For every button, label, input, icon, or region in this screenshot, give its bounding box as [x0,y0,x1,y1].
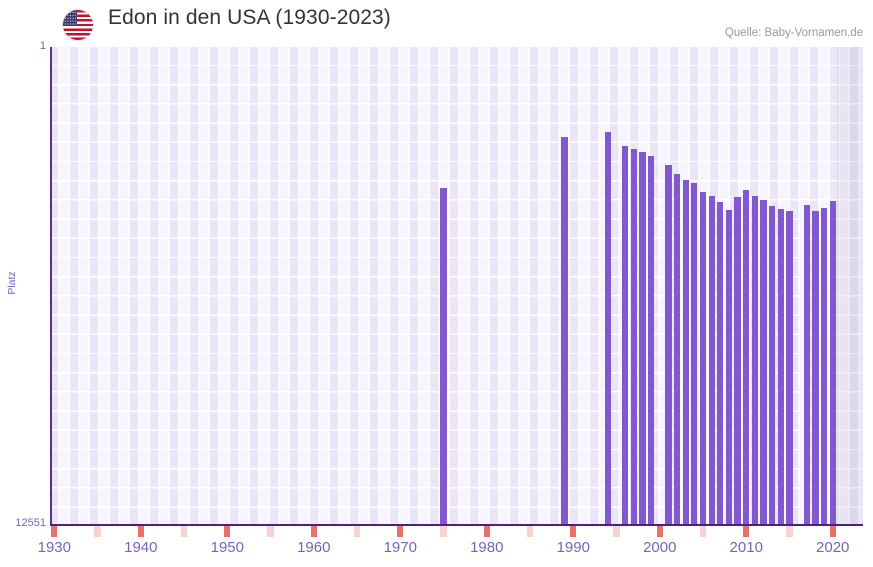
bar-1999[interactable] [647,155,655,524]
bar-2013[interactable] [769,205,776,524]
x-axis-label-1970: 1970 [383,539,417,556]
bar-1975[interactable] [440,187,447,524]
x-axis-tick-strip [50,526,863,537]
bar-2020[interactable] [829,200,836,524]
bar-2014[interactable] [777,208,784,524]
bar-2019[interactable] [820,208,828,524]
x-tick-2015 [786,526,793,537]
us-flag-icon [63,10,93,40]
bar-1997[interactable] [630,148,637,524]
bar-2017[interactable] [803,204,810,524]
x-axis-label-2020: 2020 [816,539,850,556]
x-tick-1965 [353,526,361,537]
x-tick-1935 [94,526,101,537]
x-axis-labels: 1930 1940 1950 1960 1970 1980 1990 2000 2010 2020 [0,539,873,567]
y-axis-top-label: 1 [39,40,46,52]
y-axis-line [50,47,52,524]
bar-1994[interactable] [604,131,611,524]
bar-2004[interactable] [691,183,698,524]
x-axis-label-1960: 1960 [297,539,331,556]
x-tick-1980 [483,526,490,537]
x-axis-label-1990: 1990 [556,539,590,556]
plot-area [50,47,863,526]
x-tick-2005 [699,526,707,537]
x-tick-1975 [440,526,447,537]
bar-2005[interactable] [699,191,707,524]
x-tick-2020 [829,526,836,537]
x-tick-1970 [397,526,404,537]
x-tick-1955 [267,526,274,537]
page-title: Edon in den USA (1930-2023) [108,6,391,29]
grid-horizontal [50,47,863,524]
no-data-region [837,47,863,524]
bar-2002[interactable] [673,173,681,524]
x-tick-2000 [656,526,663,537]
bar-1989[interactable] [561,136,568,524]
x-tick-1930 [51,526,58,537]
bar-1998[interactable] [639,151,646,524]
chart-header: Edon in den USA (1930-2023) Quelle: Baby… [0,0,873,47]
x-axis-line [50,524,863,526]
bar-2003[interactable] [682,180,689,524]
x-axis-label-1940: 1940 [124,539,158,556]
bar-2015[interactable] [786,210,793,524]
x-axis-label-1950: 1950 [210,539,244,556]
bar-2018[interactable] [812,211,819,524]
x-tick-1990 [570,526,577,537]
x-tick-1960 [310,526,317,537]
y-axis-title: Platz [6,271,18,295]
x-axis-label-2000: 2000 [643,539,677,556]
bar-2012[interactable] [760,200,767,524]
source-note: Quelle: Baby-Vornamen.de [724,27,863,39]
x-tick-1985 [526,526,534,537]
bar-2011[interactable] [751,196,758,524]
bar-1996[interactable] [622,146,629,524]
x-tick-1945 [180,526,188,537]
x-axis-label-2010: 2010 [729,539,763,556]
x-axis-label-1930: 1930 [37,539,71,556]
x-tick-1995 [613,526,620,537]
bar-2008[interactable] [725,210,733,524]
bar-2001[interactable] [665,164,672,524]
x-tick-2010 [743,526,750,537]
bar-2010[interactable] [743,189,750,524]
x-tick-1950 [224,526,231,537]
bar-2009[interactable] [734,197,741,524]
x-axis-label-1980: 1980 [470,539,504,556]
x-tick-1940 [137,526,144,537]
y-axis-bottom-label: 12551 [15,517,46,529]
bar-2006[interactable] [708,196,715,524]
bar-2007[interactable] [717,201,724,524]
flag-canton [63,10,77,27]
